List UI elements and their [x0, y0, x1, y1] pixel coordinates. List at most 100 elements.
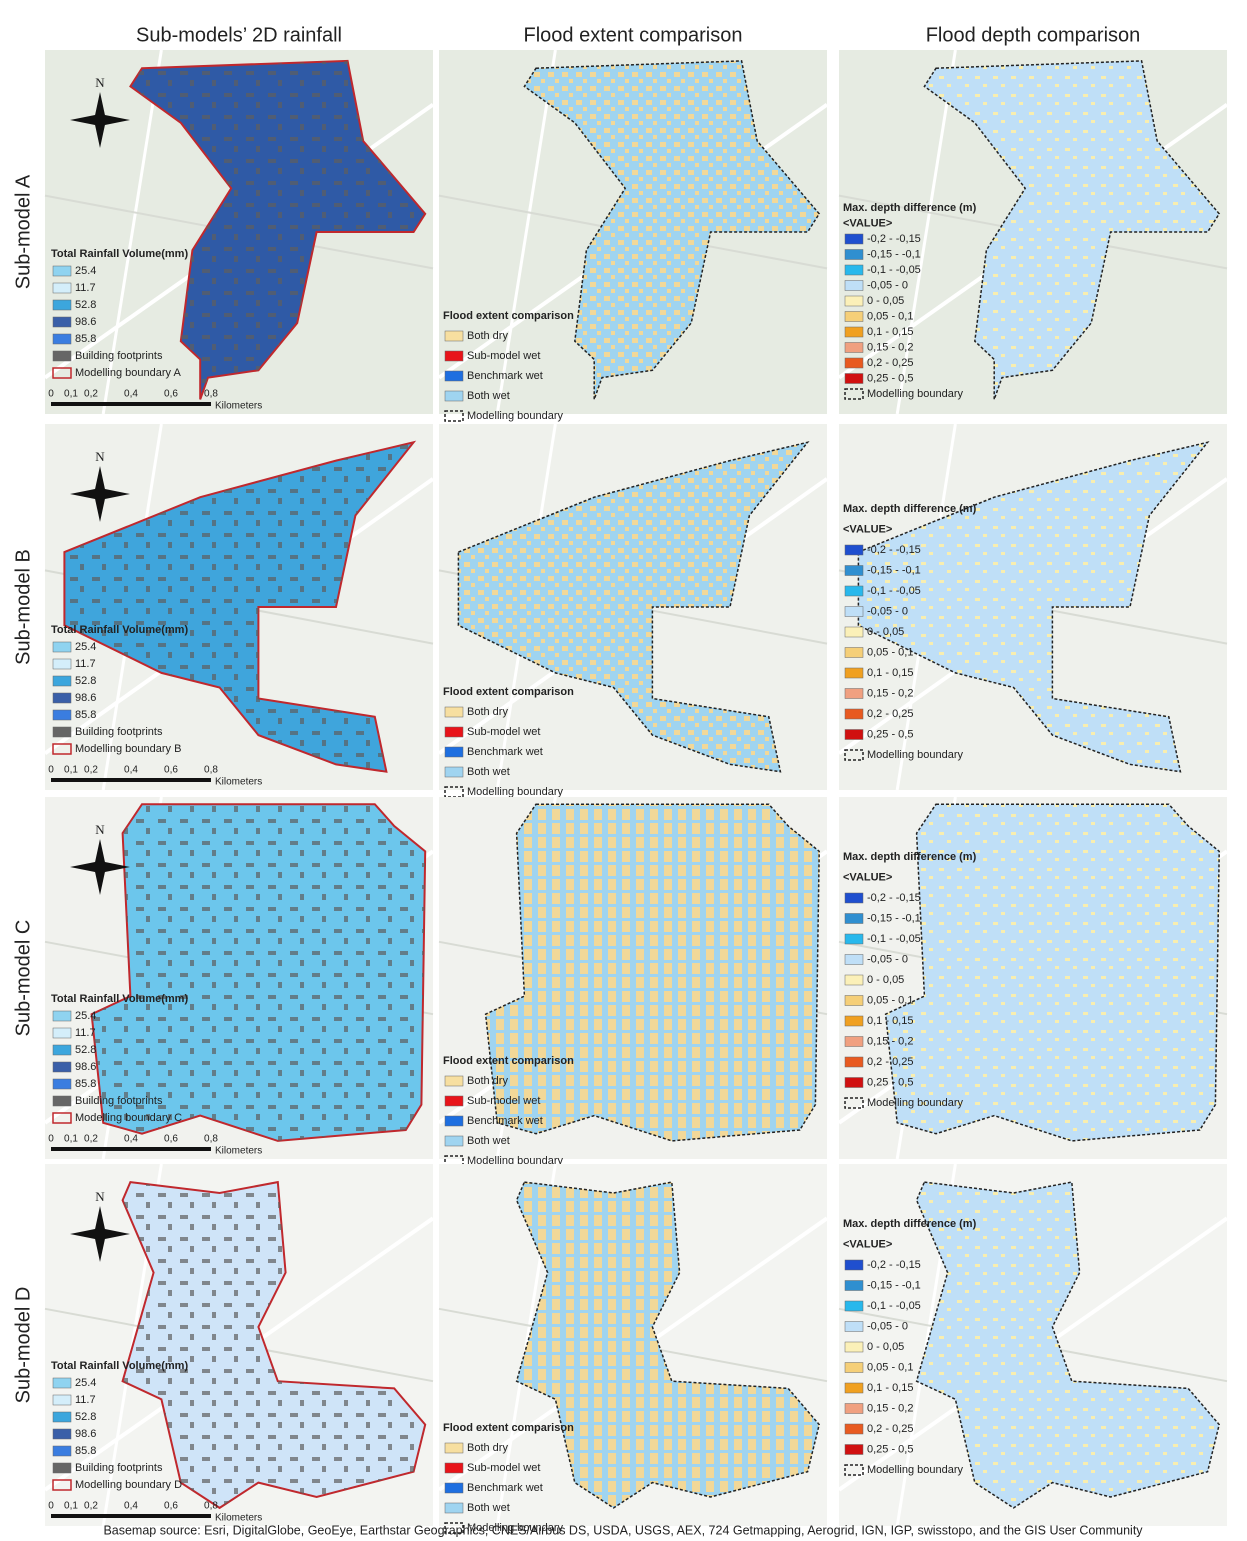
legend-swatch: [844, 667, 864, 679]
legend-label: Both wet: [467, 1502, 510, 1514]
legend-swatch: [52, 1479, 72, 1491]
legend-swatch: [52, 265, 72, 277]
legend-label: Sub-model wet: [467, 726, 540, 738]
legend-title: Total Rainfall Volume(mm): [51, 993, 188, 1005]
legend-label: Modelling boundary: [867, 1464, 964, 1476]
legend-swatch: [444, 1095, 464, 1107]
legend-label: 85.8: [75, 709, 96, 721]
legend-swatch: [844, 1259, 864, 1271]
legend-label: Modelling boundary: [867, 749, 964, 761]
legend-subtitle: <VALUE>: [843, 523, 892, 535]
legend-label: -0,2 - -0,15: [867, 233, 921, 245]
legend-swatch: [844, 1300, 864, 1312]
legend-label: Sub-model wet: [467, 350, 540, 362]
legend-label: 0,25 - 0,5: [867, 1443, 913, 1455]
legend-label: 0,05 - 0,1: [867, 994, 913, 1006]
legend-label: -0,2 - -0,15: [867, 544, 921, 556]
scale-tick-label: 0,2: [84, 1134, 98, 1145]
legend-swatch: [52, 1044, 72, 1056]
legend-swatch: [844, 688, 864, 699]
legend-label: 85.8: [75, 333, 96, 345]
legend-swatch: [844, 544, 864, 556]
legend-swatch: [444, 1522, 464, 1534]
legend-label: 11.7: [75, 658, 96, 670]
legend-label: 0,25 - 0,5: [867, 1076, 913, 1088]
flood-extent: [457, 441, 810, 773]
row-label: Sub-model D: [12, 1287, 34, 1404]
scale-unit: Kilometers: [215, 1513, 262, 1524]
legend-label: 25.4: [75, 641, 96, 653]
legend-swatch: [444, 350, 464, 362]
flood-depth: [857, 441, 1210, 773]
scale-tick-label: 0,6: [164, 1134, 178, 1145]
legend-label: 11.7: [75, 1027, 96, 1039]
scale-tick-label: 0: [48, 1134, 54, 1145]
legend-swatch: [444, 1115, 464, 1127]
scale-bar: [51, 1514, 211, 1518]
north-arrow: [70, 114, 130, 126]
legend-label: -0,05 - 0: [867, 953, 908, 965]
legend-swatch: [52, 1394, 72, 1406]
scale-unit: Kilometers: [215, 401, 262, 412]
legend-swatch: [844, 280, 864, 291]
scale-tick-label: 0: [48, 389, 54, 400]
scale-tick-label: 0,6: [164, 389, 178, 400]
legend-swatch: [844, 264, 864, 276]
legend-label: 98.6: [75, 1428, 96, 1440]
legend-swatch: [52, 1078, 72, 1090]
legend-label: 25.4: [75, 1377, 96, 1389]
legend-title: Flood extent comparison: [443, 310, 574, 322]
legend-label: Modelling boundary: [467, 1522, 564, 1534]
scale-tick-label: 0,8: [204, 765, 218, 776]
column-header: Flood extent comparison: [523, 24, 742, 46]
flood-depth: [915, 1181, 1221, 1509]
legend-swatch: [52, 658, 72, 670]
legend-swatch: [844, 1362, 864, 1373]
legend-label: 98.6: [75, 1061, 96, 1073]
flood-depth: [884, 803, 1220, 1142]
legend-label: -0,05 - 0: [867, 279, 908, 291]
legend-label: -0,1 - -0,05: [867, 1300, 921, 1312]
scale-tick-label: 0: [48, 1501, 54, 1512]
flood-extent: [523, 60, 821, 400]
row-label: Sub-model C: [12, 920, 34, 1037]
scale-tick-label: 0,2: [84, 765, 98, 776]
legend-label: 98.6: [75, 692, 96, 704]
legend-swatch: [52, 1027, 72, 1039]
legend-label: 0 - 0,05: [867, 295, 904, 307]
legend-label: -0,2 - -0,15: [867, 892, 921, 904]
legend-label: 0,15 - 0,2: [867, 341, 913, 353]
legend-label: 0,15 - 0,2: [867, 687, 913, 699]
legend-swatch: [52, 709, 72, 721]
scale-tick-label: 0: [48, 765, 54, 776]
legend-swatch: [844, 913, 864, 924]
legend-label: -0,15 - -0,1: [867, 248, 921, 260]
scale-tick-label: 0,2: [84, 389, 98, 400]
legend-label: 0,15 - 0,2: [867, 1402, 913, 1414]
legend-label: Modelling boundary: [867, 388, 964, 400]
legend-swatch: [844, 1403, 864, 1414]
legend-swatch: [52, 333, 72, 345]
legend-swatch: [52, 675, 72, 687]
legend-label: 25.4: [75, 1010, 96, 1022]
legend-label: 52.8: [75, 675, 96, 687]
legend-label: -0,1 - -0,05: [867, 264, 921, 276]
north-arrow: [70, 861, 130, 873]
legend-label: 0,1 - 0,15: [867, 1015, 913, 1027]
legend-label: Both wet: [467, 766, 510, 778]
scale-tick-label: 0,8: [204, 389, 218, 400]
flood-extent: [484, 803, 820, 1142]
legend-label: Modelling boundary: [467, 410, 564, 422]
legend-swatch: [844, 233, 864, 245]
legend-label: Modelling boundary B: [75, 743, 181, 755]
legend-label: Modelling boundary C: [75, 1112, 182, 1124]
legend-swatch: [444, 1482, 464, 1494]
legend-title: Max. depth difference (m): [843, 503, 977, 515]
column-header: Sub-models’ 2D rainfall: [136, 24, 342, 46]
legend-swatch: [844, 311, 864, 322]
north-label: N: [95, 75, 105, 90]
legend-label: -0,15 - -0,1: [867, 912, 921, 924]
scale-tick-label: 0,8: [204, 1501, 218, 1512]
legend-swatch: [52, 1428, 72, 1440]
